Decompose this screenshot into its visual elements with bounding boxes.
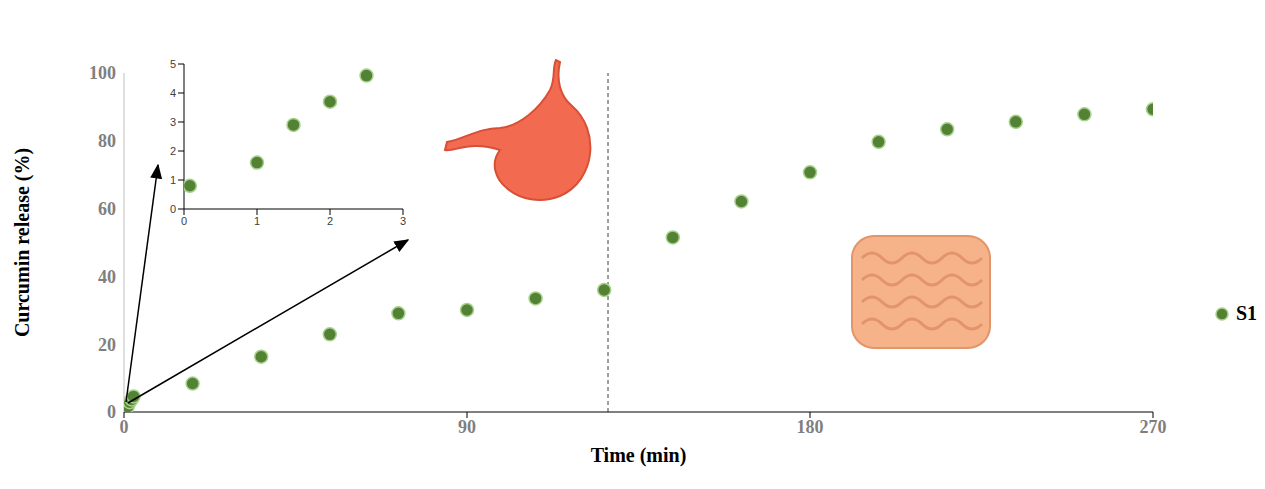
svg-text:270: 270 xyxy=(1140,417,1167,437)
svg-text:3: 3 xyxy=(170,116,176,128)
svg-text:0: 0 xyxy=(170,203,176,215)
svg-text:1: 1 xyxy=(170,174,176,186)
svg-text:100: 100 xyxy=(89,63,116,83)
svg-text:60: 60 xyxy=(98,199,116,219)
svg-text:0: 0 xyxy=(107,402,116,422)
svg-text:Curcumin release (%): Curcumin release (%) xyxy=(11,148,34,337)
svg-text:90: 90 xyxy=(458,417,476,437)
svg-text:0: 0 xyxy=(120,417,129,437)
svg-text:20: 20 xyxy=(98,335,116,355)
svg-text:4: 4 xyxy=(170,87,176,99)
svg-text:80: 80 xyxy=(98,131,116,151)
html-text:S1: S1 xyxy=(1235,302,1257,324)
svg-text:3: 3 xyxy=(400,215,406,227)
svg-text:40: 40 xyxy=(98,267,116,287)
svg-text:2: 2 xyxy=(327,215,333,227)
svg-text:180: 180 xyxy=(797,417,824,437)
svg-text:5: 5 xyxy=(170,58,176,70)
svg-text:Time (min): Time (min) xyxy=(591,444,687,467)
svg-text:2: 2 xyxy=(170,145,176,157)
svg-text:0: 0 xyxy=(181,215,187,227)
svg-text:1: 1 xyxy=(254,215,260,227)
